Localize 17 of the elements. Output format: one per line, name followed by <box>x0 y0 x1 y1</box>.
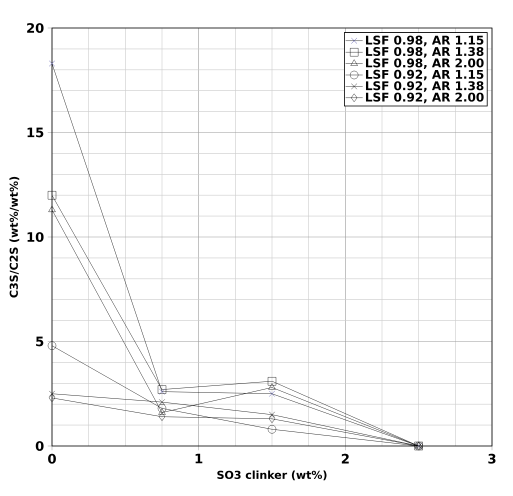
y-tick-label: 10 <box>28 232 44 242</box>
legend-label: LSF 0.92, AR 1.15 <box>366 70 484 80</box>
legend-label: LSF 0.98, AR 1.38 <box>366 46 484 58</box>
x-axis-title: SO3 clinker (wt%) <box>217 470 326 480</box>
x-tick-label: 1 <box>196 454 202 464</box>
y-tick-label: 5 <box>36 336 44 346</box>
legend-label: LSF 0.98, AR 1.15 <box>366 36 484 46</box>
y-tick-label: 0 <box>36 441 44 451</box>
y-tick-label: 20 <box>27 23 44 33</box>
legend-label: LSF 0.98, AR 2.00 <box>366 58 484 70</box>
x-tick-label: 0 <box>48 454 56 464</box>
x-tick-label: 3 <box>488 454 496 464</box>
y-axis-title: C3S/C2S (wt%/wt%) <box>9 176 20 298</box>
x-tick-label: 2 <box>342 454 349 464</box>
legend-label: LSF 0.92, AR 2.00 <box>366 92 484 104</box>
legend-label: LSF 0.92, AR 1.38 <box>366 81 484 92</box>
y-tick-label: 15 <box>28 128 44 138</box>
